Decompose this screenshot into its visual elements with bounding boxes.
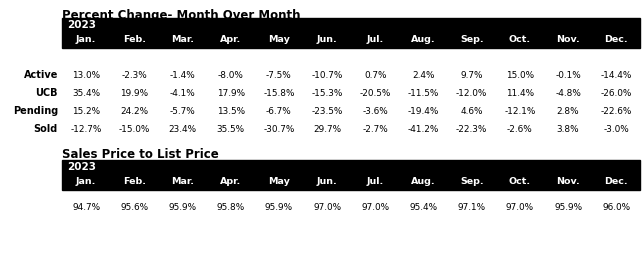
Text: 95.9%: 95.9% (168, 203, 196, 212)
Text: 95.9%: 95.9% (554, 203, 582, 212)
Text: Oct.: Oct. (509, 178, 531, 187)
Text: 9.7%: 9.7% (460, 70, 483, 79)
Text: -1.4%: -1.4% (169, 70, 195, 79)
Text: Active: Active (24, 70, 58, 80)
Text: -26.0%: -26.0% (601, 88, 632, 98)
Text: 95.6%: 95.6% (120, 203, 148, 212)
Text: -3.0%: -3.0% (603, 125, 629, 133)
Text: 94.7%: 94.7% (72, 203, 100, 212)
Bar (62, 18, 640, 48)
Text: -12.1%: -12.1% (504, 107, 535, 116)
Text: -12.0%: -12.0% (456, 88, 487, 98)
Text: -22.3%: -22.3% (456, 125, 487, 133)
Text: Dec.: Dec. (605, 36, 628, 44)
Text: Feb.: Feb. (123, 36, 146, 44)
Text: 97.0%: 97.0% (361, 203, 389, 212)
Text: 19.9%: 19.9% (120, 88, 148, 98)
Text: May: May (268, 36, 290, 44)
Text: 35.5%: 35.5% (216, 125, 245, 133)
Text: Jun.: Jun. (317, 36, 338, 44)
Text: Nov.: Nov. (556, 36, 580, 44)
Text: Sold: Sold (34, 124, 58, 134)
Text: 97.0%: 97.0% (506, 203, 534, 212)
Text: 13.5%: 13.5% (216, 107, 245, 116)
Text: -12.7%: -12.7% (71, 125, 102, 133)
Text: 2023: 2023 (67, 20, 96, 30)
Text: -4.8%: -4.8% (555, 88, 581, 98)
Text: 3.8%: 3.8% (557, 125, 580, 133)
Text: -5.7%: -5.7% (169, 107, 195, 116)
Text: 97.0%: 97.0% (313, 203, 341, 212)
Text: Nov.: Nov. (556, 178, 580, 187)
Text: -41.2%: -41.2% (408, 125, 439, 133)
Text: 2023: 2023 (67, 162, 96, 172)
Text: -30.7%: -30.7% (263, 125, 295, 133)
Text: -20.5%: -20.5% (360, 88, 391, 98)
Text: -3.6%: -3.6% (363, 107, 388, 116)
Text: 4.6%: 4.6% (460, 107, 483, 116)
Text: 35.4%: 35.4% (72, 88, 100, 98)
Text: 29.7%: 29.7% (313, 125, 341, 133)
Text: Sep.: Sep. (460, 36, 483, 44)
Text: Jul.: Jul. (367, 178, 384, 187)
Text: 15.2%: 15.2% (72, 107, 100, 116)
Text: May: May (268, 178, 290, 187)
Text: 97.1%: 97.1% (458, 203, 486, 212)
Text: Mar.: Mar. (171, 36, 194, 44)
Bar (62, 160, 640, 190)
Text: -23.5%: -23.5% (311, 107, 343, 116)
Text: 0.7%: 0.7% (364, 70, 386, 79)
Text: -2.6%: -2.6% (507, 125, 533, 133)
Text: -7.5%: -7.5% (266, 70, 291, 79)
Text: 95.9%: 95.9% (265, 203, 293, 212)
Text: 96.0%: 96.0% (602, 203, 630, 212)
Text: Percent Change- Month Over Month: Percent Change- Month Over Month (62, 9, 300, 22)
Text: 15.0%: 15.0% (506, 70, 534, 79)
Text: 11.4%: 11.4% (506, 88, 534, 98)
Text: UCB: UCB (35, 88, 58, 98)
Text: 24.2%: 24.2% (120, 107, 148, 116)
Text: Aug.: Aug. (411, 36, 436, 44)
Text: Dec.: Dec. (605, 178, 628, 187)
Text: Feb.: Feb. (123, 178, 146, 187)
Text: -2.7%: -2.7% (363, 125, 388, 133)
Text: Pending: Pending (13, 106, 58, 116)
Text: Oct.: Oct. (509, 36, 531, 44)
Text: Jan.: Jan. (76, 178, 96, 187)
Text: -10.7%: -10.7% (311, 70, 343, 79)
Text: 13.0%: 13.0% (72, 70, 100, 79)
Text: Jul.: Jul. (367, 36, 384, 44)
Text: Sales Price to List Price: Sales Price to List Price (62, 148, 219, 161)
Text: -2.3%: -2.3% (121, 70, 147, 79)
Text: Apr.: Apr. (220, 36, 241, 44)
Text: -14.4%: -14.4% (601, 70, 632, 79)
Text: -19.4%: -19.4% (408, 107, 439, 116)
Text: -6.7%: -6.7% (266, 107, 291, 116)
Text: -15.8%: -15.8% (263, 88, 295, 98)
Text: Jun.: Jun. (317, 178, 338, 187)
Text: 95.8%: 95.8% (216, 203, 245, 212)
Text: Apr.: Apr. (220, 178, 241, 187)
Text: 23.4%: 23.4% (168, 125, 196, 133)
Text: Sep.: Sep. (460, 178, 483, 187)
Text: Jan.: Jan. (76, 36, 96, 44)
Text: 17.9%: 17.9% (216, 88, 245, 98)
Text: -8.0%: -8.0% (218, 70, 243, 79)
Text: 2.8%: 2.8% (557, 107, 580, 116)
Text: 2.4%: 2.4% (412, 70, 435, 79)
Text: -15.0%: -15.0% (119, 125, 150, 133)
Text: -22.6%: -22.6% (601, 107, 632, 116)
Text: Mar.: Mar. (171, 178, 194, 187)
Text: -0.1%: -0.1% (555, 70, 581, 79)
Text: -15.3%: -15.3% (311, 88, 343, 98)
Text: -4.1%: -4.1% (169, 88, 195, 98)
Text: Aug.: Aug. (411, 178, 436, 187)
Text: 95.4%: 95.4% (410, 203, 438, 212)
Text: -11.5%: -11.5% (408, 88, 439, 98)
